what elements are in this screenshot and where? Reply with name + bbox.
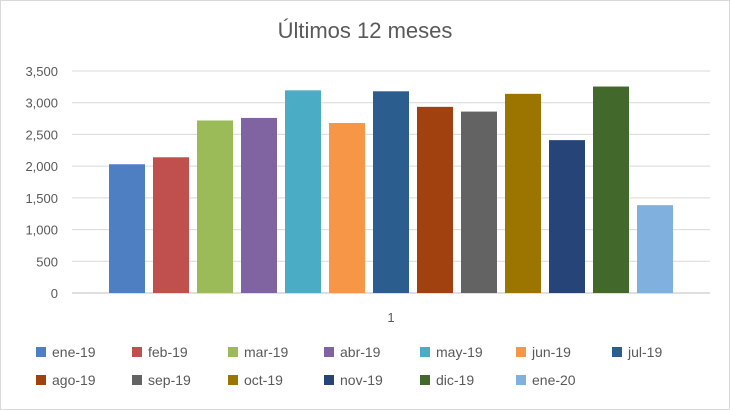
bar-jul-19	[373, 91, 409, 293]
bar-nov-19	[549, 140, 585, 293]
legend-swatch	[132, 347, 142, 357]
legend-item: jul-19	[612, 344, 708, 360]
chart-title: Últimos 12 meses	[277, 18, 453, 43]
bar-chart: 0 500 1,000 1,500 2,000 2,500 3,000 3,500 1	[25, 64, 710, 325]
legend-swatch	[420, 375, 430, 385]
bar-mar-19	[197, 120, 233, 293]
y-axis-ticks: 0 500 1,000 1,500 2,000 2,500 3,000 3,500	[25, 64, 58, 301]
bar-may-19	[285, 90, 321, 294]
legend-item: mar-19	[228, 344, 324, 360]
legend-swatch	[420, 347, 430, 357]
legend-label: ago-19	[52, 372, 96, 388]
y-tick-label: 2,000	[25, 159, 58, 174]
legend-item: ene-20	[516, 372, 612, 388]
bar-ene-20	[637, 205, 673, 293]
legend-item: jun-19	[516, 344, 612, 360]
legend-item: may-19	[420, 344, 516, 360]
legend-label: abr-19	[340, 344, 381, 360]
legend-swatch	[36, 375, 46, 385]
legend-swatch	[36, 347, 46, 357]
legend-swatch	[228, 375, 238, 385]
y-tick-label: 3,000	[25, 96, 58, 111]
bar-dic-19	[593, 86, 629, 293]
legend-label: ene-19	[52, 344, 96, 360]
legend-label: oct-19	[244, 372, 283, 388]
legend-swatch	[516, 375, 526, 385]
chart-legend: ene-19 feb-19 mar-19 abr-19 may-19 jun-19 jul-…	[36, 338, 716, 394]
y-tick-label: 1,500	[25, 191, 58, 206]
legend-item: oct-19	[228, 372, 324, 388]
bar-jun-19	[329, 123, 365, 293]
bar-feb-19	[153, 157, 189, 293]
legend-item: abr-19	[324, 344, 420, 360]
bar-oct-19	[505, 93, 541, 293]
y-tick-label: 2,500	[25, 127, 58, 142]
bar-abr-19	[241, 117, 277, 294]
legend-swatch	[324, 347, 334, 357]
legend-item: ene-19	[36, 344, 132, 360]
y-tick-label: 3,500	[25, 64, 58, 79]
legend-label: ene-20	[532, 372, 576, 388]
legend-item: dic-19	[420, 372, 516, 388]
bar-ago-19	[417, 106, 453, 293]
x-tick-label: 1	[387, 310, 394, 325]
legend-swatch	[228, 347, 238, 357]
legend-label: may-19	[436, 344, 483, 360]
legend-label: nov-19	[340, 372, 383, 388]
legend-label: mar-19	[244, 344, 289, 360]
bar-ene-19	[109, 164, 145, 293]
x-axis-ticks: 1	[387, 310, 394, 325]
legend-label: jul-19	[628, 344, 663, 360]
legend-item: nov-19	[324, 372, 420, 388]
legend-item: sep-19	[132, 372, 228, 388]
y-tick-label: 1,000	[25, 223, 58, 238]
legend-item: feb-19	[132, 344, 228, 360]
legend-label: feb-19	[148, 344, 188, 360]
y-tick-label: 500	[36, 254, 58, 269]
bars	[109, 86, 673, 294]
legend-label: dic-19	[436, 372, 475, 388]
legend-swatch	[324, 375, 334, 385]
y-tick-label: 0	[51, 286, 58, 301]
legend-swatch	[612, 347, 622, 357]
legend-item: ago-19	[36, 372, 132, 388]
legend-row: ago-19 sep-19 oct-19 nov-19 dic-19 ene-20	[36, 366, 716, 394]
legend-label: jun-19	[532, 344, 571, 360]
bar-sep-19	[461, 111, 497, 293]
legend-label: sep-19	[148, 372, 191, 388]
legend-swatch	[516, 347, 526, 357]
legend-swatch	[132, 375, 142, 385]
legend-row: ene-19 feb-19 mar-19 abr-19 may-19 jun-19 jul-…	[36, 338, 716, 366]
